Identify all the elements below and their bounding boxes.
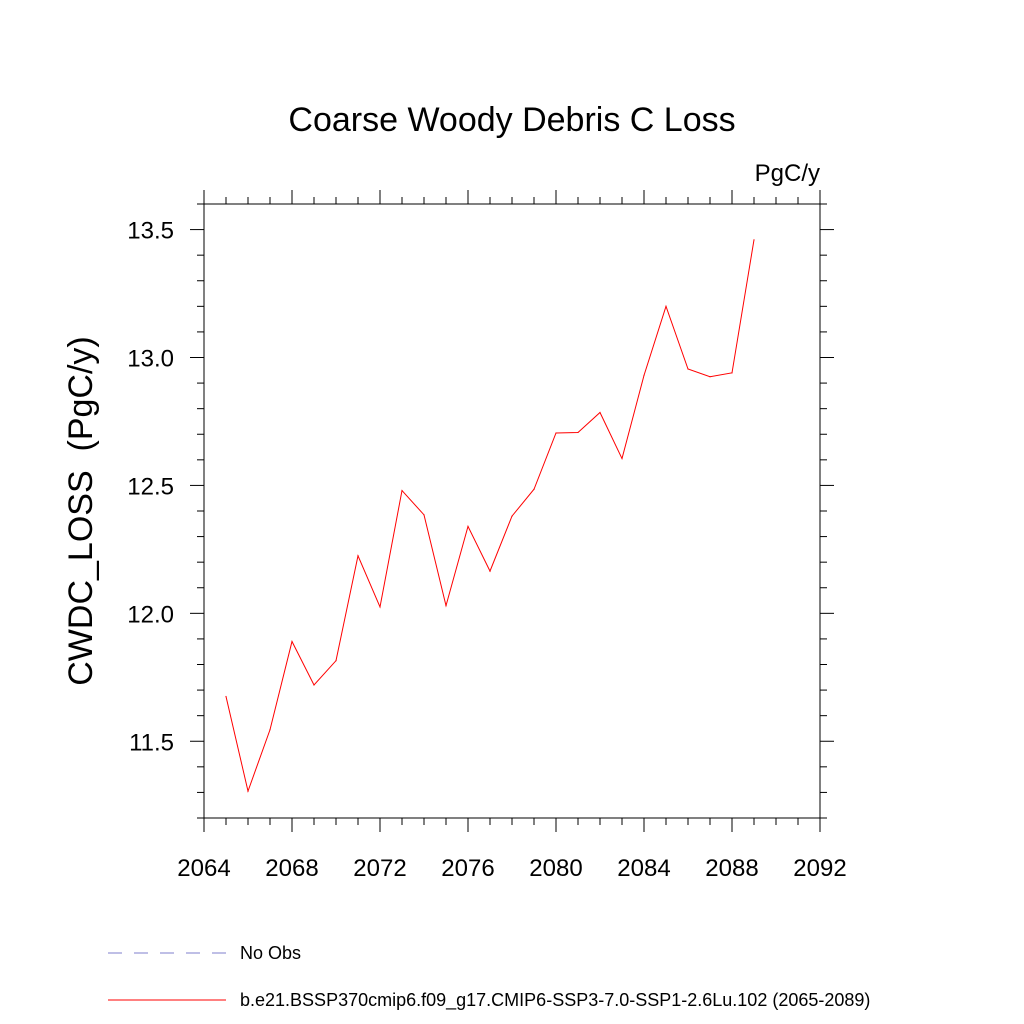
- x-tick-label: 2068: [265, 855, 318, 882]
- legend-label-no-obs: No Obs: [240, 943, 301, 963]
- x-tick-label: 2092: [793, 855, 846, 882]
- y-tick-label: 13.0: [127, 346, 174, 373]
- data-point: [621, 457, 623, 460]
- x-tick-label: 2084: [617, 855, 670, 882]
- y-tick-label: 12.0: [127, 601, 174, 628]
- data-point: [709, 376, 711, 378]
- data-point: [643, 374, 645, 377]
- data-point: [753, 239, 755, 241]
- data-point: [687, 368, 689, 370]
- data-point: [555, 432, 557, 434]
- data-point: [269, 729, 271, 731]
- y-axis-label: CWDC_LOSS (PgC/y): [62, 336, 100, 686]
- data-point: [357, 555, 359, 557]
- data-point: [511, 515, 513, 517]
- data-point: [489, 570, 491, 572]
- x-tick-label: 2064: [177, 855, 230, 882]
- data-point: [291, 640, 293, 643]
- data-point: [445, 605, 447, 607]
- series-line: [225, 239, 755, 793]
- data-point: [423, 514, 425, 516]
- chart-title: Coarse Woody Debris C Loss: [288, 101, 735, 139]
- y-tick-label: 13.5: [127, 218, 174, 245]
- legend-label-model: b.e21.BSSP370cmip6.f09_g17.CMIP6-SSP3-7.…: [240, 990, 870, 1011]
- series-points: [225, 239, 755, 792]
- data-point: [401, 489, 403, 492]
- data-point: [577, 431, 579, 434]
- data-point: [379, 606, 381, 608]
- legend: No Obs b.e21.BSSP370cmip6.f09_g17.CMIP6-…: [108, 943, 870, 1011]
- x-tick-label: 2080: [529, 855, 582, 882]
- y-tick-label: 12.5: [127, 473, 174, 500]
- plot-frame: [203, 203, 821, 819]
- data-point: [247, 790, 249, 792]
- data-point: [533, 488, 535, 490]
- units-label: PgC/y: [755, 160, 820, 187]
- data-point: [665, 305, 667, 307]
- data-point: [599, 411, 601, 414]
- y-tick-label: 11.5: [129, 729, 174, 756]
- x-tick-label: 2072: [353, 855, 406, 882]
- x-tick-label: 2088: [705, 855, 758, 882]
- axis-ticks: [190, 190, 834, 832]
- data-point: [313, 684, 315, 686]
- axis-tick-labels: 2064 2068 2072 2076 2080 2084 2088 2092 11.5 12.0…: [127, 218, 846, 882]
- data-point: [335, 660, 337, 662]
- data-point: [467, 525, 469, 527]
- data-point: [731, 372, 733, 374]
- data-point: [225, 695, 227, 698]
- x-tick-label: 2076: [441, 855, 494, 882]
